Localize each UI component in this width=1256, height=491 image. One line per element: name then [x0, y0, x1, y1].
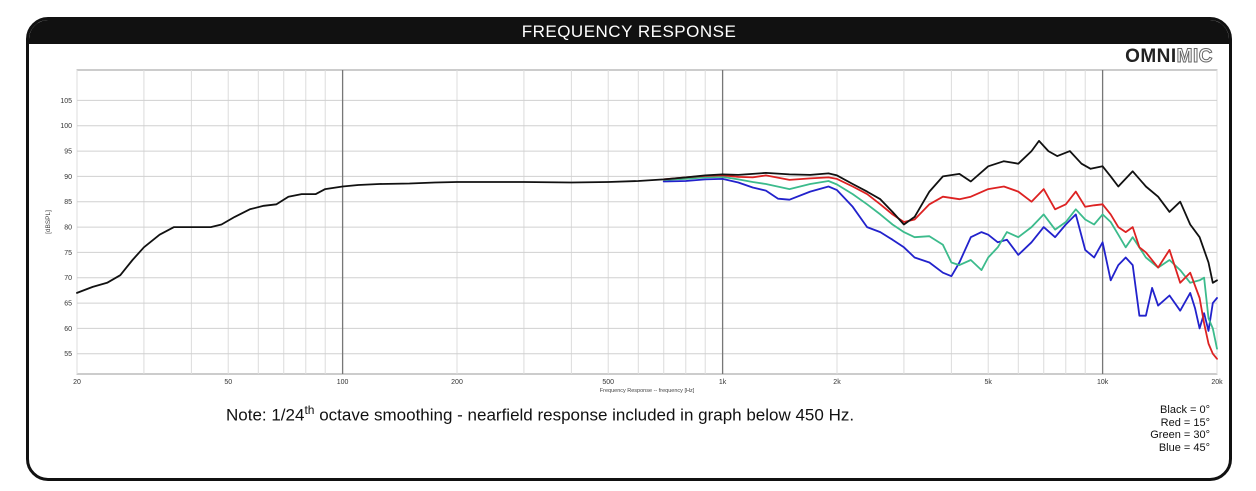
y-tick-label: 105 — [60, 98, 72, 105]
legend: Black = 0° Red = 15° Green = 30° Blue = … — [1150, 404, 1210, 454]
x-tick-label: 2k — [833, 379, 841, 386]
brand-logo-mic: MIC — [1176, 46, 1213, 68]
note-superscript: th — [304, 403, 315, 417]
legend-item-black: Black = 0° — [1160, 404, 1210, 416]
y-tick-label: 95 — [64, 149, 72, 156]
x-tick-label: 50 — [224, 379, 232, 386]
x-tick-label: 200 — [451, 379, 463, 386]
legend-item-red: Red = 15° — [1160, 416, 1210, 429]
brand-logo-omni: OMNI — [1125, 46, 1177, 67]
y-tick-label: 80 — [64, 225, 72, 232]
y-tick-label: 100 — [60, 123, 72, 130]
x-tick-label: 10k — [1097, 379, 1109, 386]
brand-logo: OMNIMIC — [1125, 46, 1213, 68]
series-black-0deg — [76, 140, 1218, 294]
y-tick-label: 65 — [64, 301, 72, 308]
y-tick-label: 90 — [64, 174, 72, 181]
series-red-15deg — [662, 174, 1218, 360]
legend-item-green: Green = 30° — [1150, 429, 1210, 441]
y-axis-label: [dBSPL] — [45, 210, 52, 234]
x-tick-label: 20 — [73, 379, 81, 386]
y-tick-label: 75 — [64, 250, 72, 257]
plot-area — [76, 69, 1218, 375]
legend-item-blue: Blue = 45° — [1158, 441, 1210, 454]
y-tick-label: 55 — [64, 351, 72, 358]
x-tick-label: 500 — [602, 379, 614, 386]
x-tick-label: 100 — [337, 379, 349, 386]
x-axis-label: Frequency Response -- frequency [Hz] — [600, 388, 695, 394]
series-blue-45deg — [662, 178, 1218, 332]
smoothing-note: Note: 1/24th octave smoothing - nearfiel… — [226, 403, 854, 426]
y-tick-label: 85 — [64, 199, 72, 206]
note-suffix: octave smoothing - nearfield response in… — [314, 405, 855, 425]
x-tick-label: 1k — [719, 379, 727, 386]
x-tick-label: 20k — [1211, 379, 1223, 386]
y-tick-label: 60 — [64, 326, 72, 333]
panel-title: FREQUENCY RESPONSE — [29, 20, 1229, 44]
x-tick-label: 5k — [985, 379, 993, 386]
y-tick-label: 70 — [64, 275, 72, 282]
note-prefix: Note: 1/24 — [226, 405, 305, 425]
